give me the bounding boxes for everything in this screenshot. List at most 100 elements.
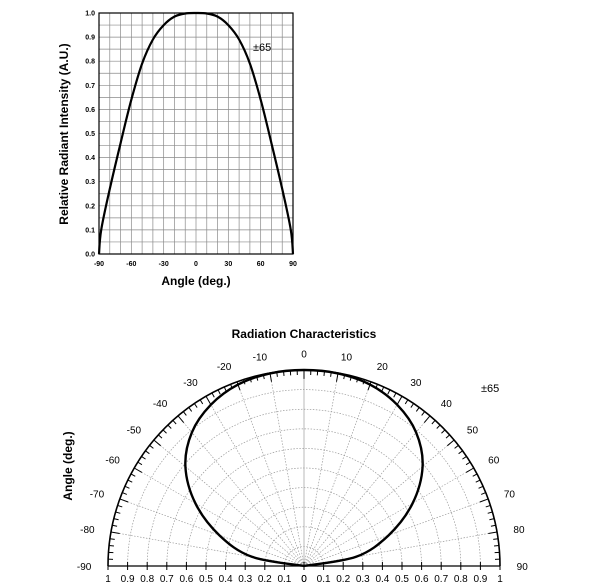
polar-grid-arc xyxy=(127,389,481,567)
polar-angle-tick xyxy=(205,396,211,405)
polar-angle-tick xyxy=(134,467,143,473)
polar-radial-label-right: 0.6 xyxy=(415,574,429,585)
polar-y-axis-label: Angle (deg.) xyxy=(61,431,75,500)
polar-grid xyxy=(107,369,501,570)
polar-angle-label: 80 xyxy=(513,525,525,536)
polar-angle-tick xyxy=(410,403,415,408)
polar-radial-label-left: 0.5 xyxy=(199,574,213,585)
polar-angle-tick xyxy=(119,498,129,503)
beam-angle-annotation: ±65 xyxy=(253,42,271,54)
polar-angle-tick xyxy=(349,375,352,381)
polar-angle-tick xyxy=(109,538,115,540)
cart-y-tick-label: 0.9 xyxy=(85,35,95,42)
polar-angle-tick xyxy=(172,420,177,425)
polar-angle-tick xyxy=(421,411,426,416)
polar-grid-spoke xyxy=(177,415,305,567)
polar-radial-label-left: 0.7 xyxy=(160,574,174,585)
cart-x-tick-label: 60 xyxy=(257,261,265,268)
polar-angle-label: 10 xyxy=(341,353,353,364)
polar-angle-label: -50 xyxy=(127,425,142,436)
polar-angle-tick xyxy=(323,371,325,376)
polar-angle-tick xyxy=(436,424,441,429)
polar-angle-tick xyxy=(124,485,130,489)
polar-angle-tick xyxy=(336,372,339,382)
polar-grid-spoke xyxy=(110,531,305,567)
polar-angle-tick xyxy=(158,434,163,439)
polar-angle-tick xyxy=(199,399,204,405)
polar-angle-tick xyxy=(423,415,431,423)
polar-angle-tick xyxy=(141,455,146,460)
polar-radial-label-right: 0.2 xyxy=(336,574,350,585)
polar-angle-tick xyxy=(362,379,366,385)
cart-x-tick-label: 0 xyxy=(194,261,198,268)
radiation-pattern-curve xyxy=(184,368,424,568)
polar-angle-tick xyxy=(110,531,120,534)
polar-radial-label-left: 0.1 xyxy=(277,574,291,585)
polar-angle-tick xyxy=(115,511,121,514)
polar-grid-arc xyxy=(146,408,462,567)
polar-radial-label-right: 0.3 xyxy=(356,574,370,585)
cart-x-tick-label: 30 xyxy=(224,261,232,268)
cart-y-tick-label: 0.1 xyxy=(85,227,95,234)
polar-angle-tick xyxy=(475,479,481,483)
polar-angle-tick xyxy=(283,371,285,376)
polar-radial-label-right: 0.1 xyxy=(317,574,331,585)
polar-grid-arc xyxy=(107,369,501,567)
cart-grid xyxy=(99,13,293,254)
polar-grid-spoke xyxy=(134,467,305,567)
polar-angle-label: -90 xyxy=(77,562,92,573)
polar-grid-spoke xyxy=(303,439,455,567)
polar-grid-spoke xyxy=(303,531,498,567)
polar-radial-label-left: 0.2 xyxy=(258,574,272,585)
polar-angle-labels: -90 -80 -70 -60 -50 -40 -30 -20 -10 0 10 20 30 40 50 60… xyxy=(77,349,528,573)
polar-angle-tick xyxy=(480,492,486,495)
polar-angle-tick xyxy=(415,407,420,412)
polar-radial-label-left: 0.8 xyxy=(140,574,154,585)
polar-chart-title: Radiation Characteristics xyxy=(232,327,377,341)
polar-angle-tick xyxy=(465,467,474,473)
y-axis-label: Relative Radiant Intensity (A.U.) xyxy=(57,43,71,224)
polar-angle-tick xyxy=(269,372,272,382)
polar-angle-label: -30 xyxy=(183,378,198,389)
polar-angle-label: -40 xyxy=(153,399,168,410)
polar-angle-label: 0 xyxy=(301,349,307,360)
polar-radial-label-right: 0.9 xyxy=(473,574,487,585)
polar-angle-tick xyxy=(441,429,446,434)
polar-angle-tick xyxy=(393,392,397,398)
polar-radial-label-left: 1 xyxy=(105,574,111,585)
polar-grid-spoke xyxy=(153,439,305,567)
polar-angle-tick xyxy=(343,374,346,380)
polar-angle-tick xyxy=(162,429,167,434)
cart-x-tick-label: -90 xyxy=(94,261,104,268)
polar-angle-tick xyxy=(479,498,489,503)
polar-angle-tick xyxy=(177,415,185,423)
polar-grid-spoke xyxy=(303,381,372,567)
cart-y-tick-label: 0.6 xyxy=(85,107,95,114)
polar-radial-label-right: 0.4 xyxy=(375,574,389,585)
polar-angle-label: -10 xyxy=(253,353,268,364)
polar-angle-tick xyxy=(462,455,467,460)
polar-angle-tick xyxy=(458,450,463,455)
polar-angle-tick xyxy=(256,375,259,381)
polar-radial-label-left: 0.9 xyxy=(121,574,135,585)
polar-angle-tick xyxy=(485,504,491,508)
polar-grid-spoke xyxy=(303,415,431,567)
polar-angle-tick xyxy=(122,492,128,495)
polar-radial-labels: 1 0.9 0.8 0.7 0.6 0.5 0.4 0.3 0.2 0.1 00 0.1 0.2 0.3 0… xyxy=(105,574,503,585)
polar-angle-tick xyxy=(431,420,436,425)
cart-y-tick-label: 0.7 xyxy=(85,83,95,90)
polar-angle-tick xyxy=(356,377,359,383)
polar-angle-tick xyxy=(236,381,241,391)
polar-angle-tick xyxy=(153,439,161,447)
polar-outer-arc xyxy=(107,369,501,567)
polar-grid-arc xyxy=(244,506,364,567)
cart-y-tick-label: 0.3 xyxy=(85,179,95,186)
polar-beam-angle-annotation: ±65 xyxy=(481,383,499,395)
polar-angle-label: -20 xyxy=(217,362,232,373)
polar-angle-tick xyxy=(445,434,450,439)
polar-radial-label-left: 0.4 xyxy=(219,574,233,585)
cart-y-tick-label: 0.8 xyxy=(85,59,95,66)
polar-grid-arc xyxy=(166,428,442,567)
polar-angle-tick xyxy=(478,485,484,489)
cart-y-tick-label: 0.0 xyxy=(85,252,95,259)
